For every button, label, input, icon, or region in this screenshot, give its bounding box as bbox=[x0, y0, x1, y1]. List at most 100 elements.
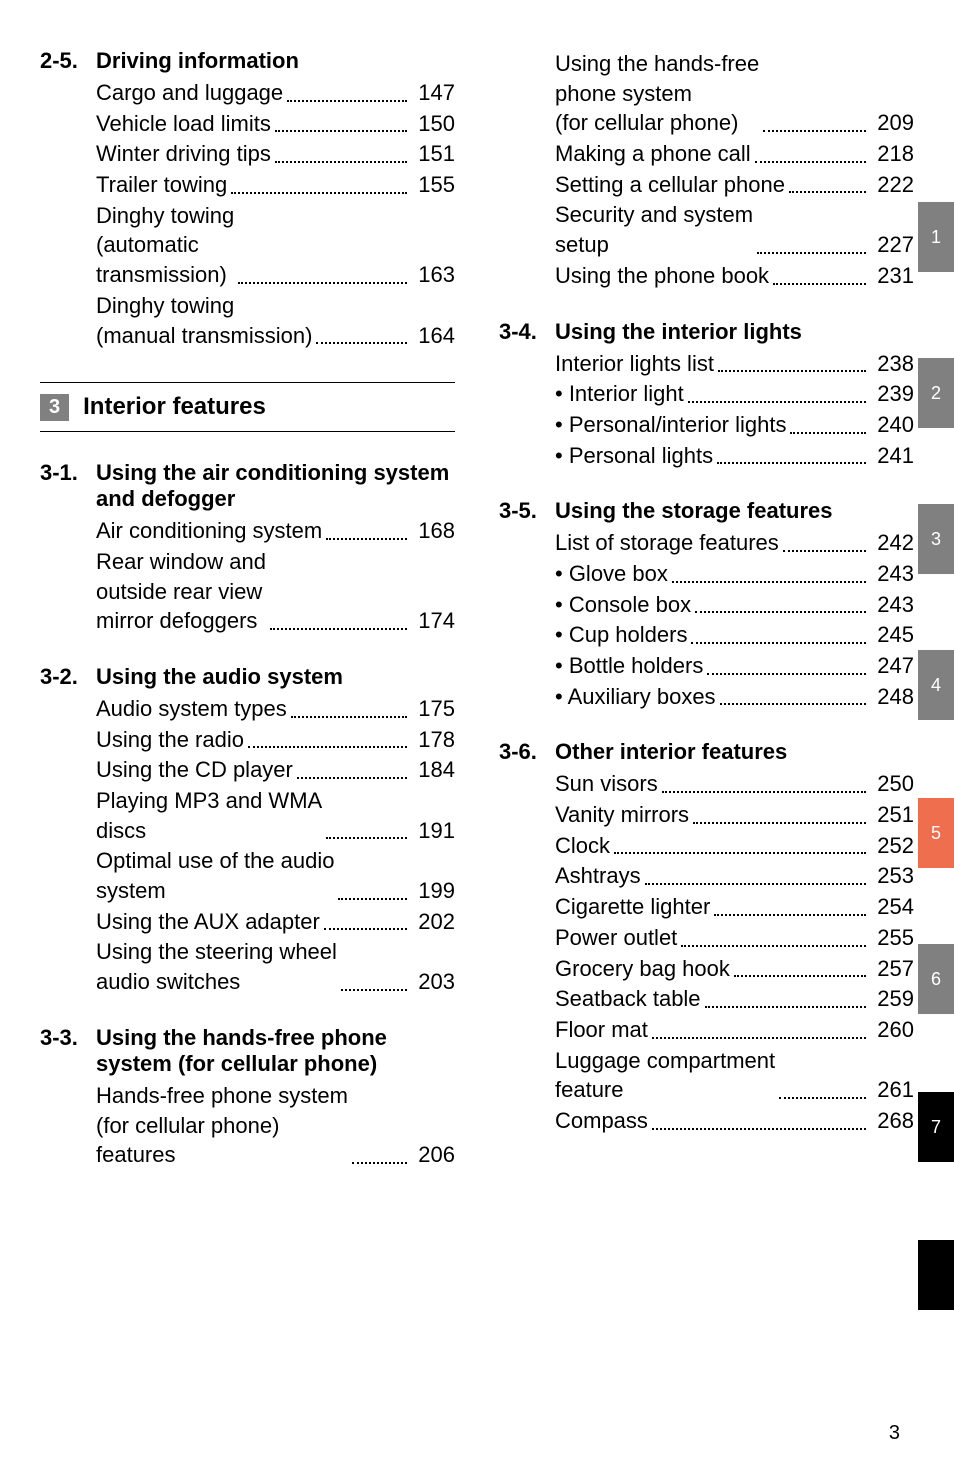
entry-label: Interior lights list bbox=[555, 349, 714, 379]
toc-entry[interactable]: Dinghy towing (manual transmission) 164 bbox=[96, 291, 455, 350]
toc-entry[interactable]: • Personal lights241 bbox=[555, 441, 914, 471]
toc-entry[interactable]: Interior lights list 238 bbox=[555, 349, 914, 379]
leader-dots bbox=[672, 581, 866, 583]
toc-entry[interactable]: Using the phone book 231 bbox=[555, 261, 914, 291]
entry-label: • Interior light bbox=[555, 379, 684, 409]
side-tab[interactable]: 7 bbox=[918, 1092, 954, 1162]
toc-entry[interactable]: Rear window and outside rear view mirror… bbox=[96, 547, 455, 636]
toc-entry[interactable]: Optimal use of the audio system199 bbox=[96, 846, 455, 905]
side-tab[interactable]: 4 bbox=[918, 650, 954, 720]
entry-label: • Glove box bbox=[555, 559, 668, 589]
entry-page: 268 bbox=[870, 1106, 914, 1136]
toc-entry[interactable]: Air conditioning system168 bbox=[96, 516, 455, 546]
section-number: 2-5. bbox=[40, 48, 84, 74]
entry-label: Air conditioning system bbox=[96, 516, 322, 546]
toc-entry[interactable]: • Personal/interior lights240 bbox=[555, 410, 914, 440]
entry-page: 178 bbox=[411, 725, 455, 755]
toc-entry[interactable]: Cigarette lighter254 bbox=[555, 892, 914, 922]
section-title: Using the audio system bbox=[96, 664, 343, 690]
leader-dots bbox=[614, 852, 866, 854]
toc-entry[interactable]: Using the hands-free phone system (for c… bbox=[555, 49, 914, 138]
toc-entry[interactable]: Using the AUX adapter202 bbox=[96, 907, 455, 937]
entries: Air conditioning system168Rear window an… bbox=[96, 516, 455, 636]
entry-page: 257 bbox=[870, 954, 914, 984]
side-tab[interactable] bbox=[918, 1240, 954, 1310]
side-tab[interactable]: 1 bbox=[918, 202, 954, 272]
toc-entry[interactable]: • Interior light239 bbox=[555, 379, 914, 409]
toc-entry[interactable]: Ashtrays253 bbox=[555, 861, 914, 891]
entry-page: 227 bbox=[870, 230, 914, 260]
toc-entry[interactable]: Vanity mirrors251 bbox=[555, 800, 914, 830]
toc-entry[interactable]: Compass268 bbox=[555, 1106, 914, 1136]
entry-page: 250 bbox=[870, 769, 914, 799]
entry-label: Playing MP3 and WMA discs bbox=[96, 786, 322, 845]
entry-page: 260 bbox=[870, 1015, 914, 1045]
section-number: 3-2. bbox=[40, 664, 84, 690]
leader-dots bbox=[645, 883, 866, 885]
entry-page: 247 bbox=[870, 651, 914, 681]
toc-entry[interactable]: Dinghy towing (automatic transmission)16… bbox=[96, 201, 455, 290]
toc-entry[interactable]: Using the steering wheel audio switches2… bbox=[96, 937, 455, 996]
toc-entry[interactable]: • Bottle holders247 bbox=[555, 651, 914, 681]
page-number: 3 bbox=[889, 1422, 900, 1445]
toc-entry[interactable]: Playing MP3 and WMA discs191 bbox=[96, 786, 455, 845]
side-tab-label: 2 bbox=[931, 383, 941, 404]
side-tab[interactable]: 5 bbox=[918, 798, 954, 868]
toc-entry[interactable]: Using the radio178 bbox=[96, 725, 455, 755]
leader-dots bbox=[275, 161, 407, 163]
entries: Audio system types175Using the radio178U… bbox=[96, 694, 455, 997]
side-tab[interactable]: 6 bbox=[918, 944, 954, 1014]
entry-page: 222 bbox=[870, 170, 914, 200]
entry-page: 243 bbox=[870, 559, 914, 589]
leader-dots bbox=[270, 628, 407, 630]
entry-page: 238 bbox=[870, 349, 914, 379]
leader-dots bbox=[652, 1037, 866, 1039]
toc-entry[interactable]: Trailer towing155 bbox=[96, 170, 455, 200]
toc-entry[interactable]: Power outlet255 bbox=[555, 923, 914, 953]
toc-entry[interactable]: Setting a cellular phone222 bbox=[555, 170, 914, 200]
toc-entry[interactable]: Sun visors 250 bbox=[555, 769, 914, 799]
toc-entry[interactable]: Using the CD player184 bbox=[96, 755, 455, 785]
side-tab[interactable]: 2 bbox=[918, 358, 954, 428]
leader-dots bbox=[734, 975, 866, 977]
toc-entry[interactable]: Vehicle load limits150 bbox=[96, 109, 455, 139]
chapter-badge: 3 bbox=[40, 394, 69, 421]
toc-entry[interactable]: List of storage features242 bbox=[555, 528, 914, 558]
toc-entry[interactable]: • Cup holders245 bbox=[555, 620, 914, 650]
side-tab-label: 5 bbox=[931, 823, 941, 844]
entry-page: 248 bbox=[870, 682, 914, 712]
toc-entry[interactable]: Clock252 bbox=[555, 831, 914, 861]
toc-entry[interactable]: Audio system types175 bbox=[96, 694, 455, 724]
toc-entry[interactable]: Winter driving tips151 bbox=[96, 139, 455, 169]
toc-entry[interactable]: • Glove box 243 bbox=[555, 559, 914, 589]
entry-page: 240 bbox=[870, 410, 914, 440]
entry-page: 259 bbox=[870, 984, 914, 1014]
side-tab[interactable]: 3 bbox=[918, 504, 954, 574]
toc-entry[interactable]: Hands-free phone system (for cellular ph… bbox=[96, 1081, 455, 1170]
toc-entry[interactable]: Security and system setup227 bbox=[555, 200, 914, 259]
toc-entry[interactable]: Luggage compartment feature261 bbox=[555, 1046, 914, 1105]
toc-entry[interactable]: Making a phone call218 bbox=[555, 139, 914, 169]
entries: Hands-free phone system (for cellular ph… bbox=[96, 1081, 455, 1170]
section-head: 3-2. Using the audio system bbox=[40, 664, 455, 690]
entry-label: Using the hands-free phone system (for c… bbox=[555, 49, 759, 138]
section-number: 3-5. bbox=[499, 498, 543, 524]
entry-page: 163 bbox=[411, 260, 455, 290]
entry-label: Cargo and luggage bbox=[96, 78, 283, 108]
toc-entry[interactable]: • Auxiliary boxes248 bbox=[555, 682, 914, 712]
entry-label: Dinghy towing (manual transmission) bbox=[96, 291, 312, 350]
toc-entry[interactable]: Floor mat260 bbox=[555, 1015, 914, 1045]
leader-dots bbox=[755, 161, 866, 163]
toc-entry[interactable]: • Console box243 bbox=[555, 590, 914, 620]
entry-page: 231 bbox=[870, 261, 914, 291]
toc-entry[interactable]: Grocery bag hook257 bbox=[555, 954, 914, 984]
entry-label: Sun visors bbox=[555, 769, 658, 799]
entries: Cargo and luggage147Vehicle load limits1… bbox=[96, 78, 455, 350]
chapter-title: Interior features bbox=[83, 393, 266, 421]
entry-label: Using the phone book bbox=[555, 261, 769, 291]
leader-dots bbox=[779, 1097, 866, 1099]
side-tab-label: 4 bbox=[931, 675, 941, 696]
toc-entry[interactable]: Cargo and luggage147 bbox=[96, 78, 455, 108]
entry-page: 164 bbox=[411, 321, 455, 351]
toc-entry[interactable]: Seatback table259 bbox=[555, 984, 914, 1014]
